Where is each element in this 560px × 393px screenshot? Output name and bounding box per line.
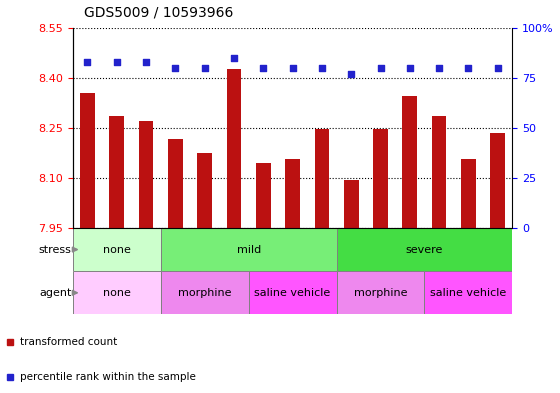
Point: [200, 64, 209, 71]
Bar: [73, 271, 161, 314]
Bar: [373, 129, 388, 228]
Text: saline vehicle: saline vehicle: [430, 288, 507, 298]
Text: stress: stress: [39, 244, 71, 255]
Point: [347, 70, 356, 77]
Bar: [337, 228, 512, 271]
Text: morphine: morphine: [178, 288, 231, 298]
Bar: [461, 160, 476, 228]
Point: [376, 64, 385, 71]
Bar: [249, 271, 337, 314]
Point: [230, 55, 239, 61]
Bar: [315, 129, 329, 228]
Text: severe: severe: [406, 244, 443, 255]
Bar: [197, 153, 212, 228]
Point: [83, 59, 92, 65]
Bar: [424, 271, 512, 314]
Bar: [432, 116, 446, 228]
Bar: [109, 116, 124, 228]
Text: agent: agent: [39, 288, 71, 298]
Bar: [161, 228, 337, 271]
Point: [112, 59, 121, 65]
Bar: [227, 69, 241, 228]
Bar: [403, 96, 417, 228]
Point: [464, 64, 473, 71]
Bar: [337, 271, 424, 314]
Point: [435, 64, 444, 71]
Point: [493, 64, 502, 71]
Bar: [73, 228, 161, 271]
Bar: [344, 180, 358, 228]
Text: morphine: morphine: [354, 288, 407, 298]
Point: [171, 64, 180, 71]
Point: [142, 59, 151, 65]
Text: saline vehicle: saline vehicle: [254, 288, 331, 298]
Text: transformed count: transformed count: [20, 337, 117, 347]
Bar: [168, 140, 183, 228]
Bar: [80, 93, 95, 228]
Point: [259, 64, 268, 71]
Bar: [285, 160, 300, 228]
Bar: [491, 133, 505, 228]
Point: [318, 64, 326, 71]
Text: mild: mild: [236, 244, 261, 255]
Point: [288, 64, 297, 71]
Text: GDS5009 / 10593966: GDS5009 / 10593966: [84, 6, 234, 20]
Point: [405, 64, 414, 71]
Text: none: none: [103, 244, 130, 255]
Text: percentile rank within the sample: percentile rank within the sample: [20, 372, 195, 382]
Bar: [256, 163, 270, 228]
Text: none: none: [103, 288, 130, 298]
Bar: [139, 121, 153, 228]
Bar: [161, 271, 249, 314]
